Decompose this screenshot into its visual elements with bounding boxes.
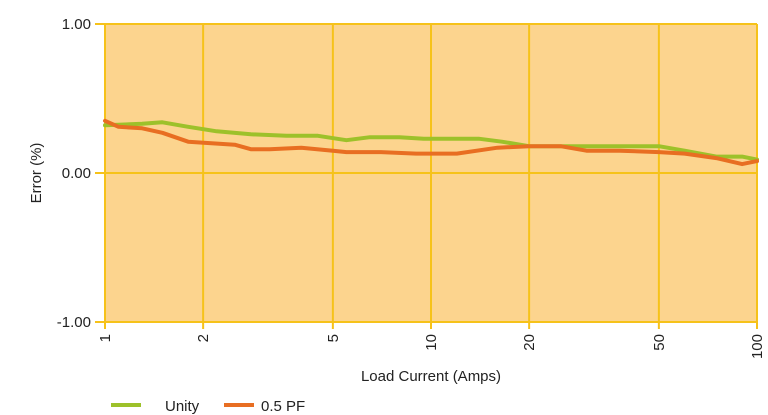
x-tick-label: 100 [749,334,766,359]
legend-label-half-pf: 0.5 PF [261,398,305,415]
y-tick-label: 1.00 [62,16,91,33]
series-line-unity [103,120,759,162]
x-tick-label: 10 [423,334,440,351]
y-axis-title: Error (%) [28,143,45,204]
x-tick-label: 1 [97,334,114,342]
x-tick-label: 20 [521,334,538,351]
x-tick-labels: 1 2 5 10 20 50 100 [97,334,766,359]
series-line-half-pf [103,118,759,167]
x-tick-label: 5 [325,334,342,342]
y-tick-label: 0.00 [62,165,91,182]
y-tick-label: -1.00 [57,314,91,331]
legend: Unity 0.5 PF [111,398,305,415]
series-lines [103,118,759,167]
legend-label-unity: Unity [165,398,200,415]
x-axis-title: Load Current (Amps) [361,368,501,385]
grid-lines [95,23,758,329]
y-tick-labels: -1.00 0.00 1.00 [57,16,91,331]
x-tick-label: 2 [195,334,212,342]
x-tick-label: 50 [651,334,668,351]
